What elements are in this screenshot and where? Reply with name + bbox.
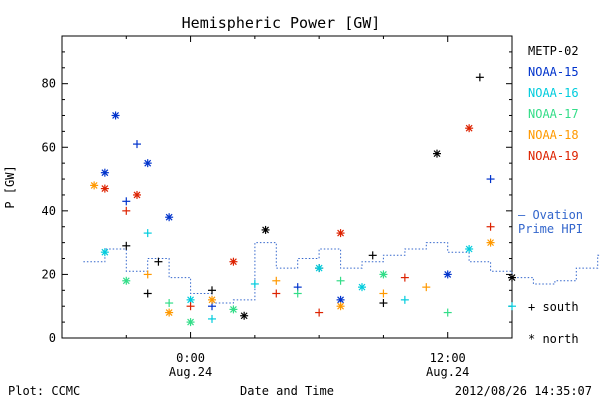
axis-layer: 0204060800:00Aug.2412:00Aug.240:00Aug.25… — [42, 35, 513, 379]
noaa-18-south-point — [272, 276, 281, 285]
noaa-19-south-point — [186, 302, 195, 311]
noaa-19-north-point — [133, 190, 141, 199]
footer-timestamp: 2012/08/26 14:35:07 — [455, 384, 592, 398]
metp-02-north-point — [433, 149, 441, 158]
noaa-16-north-point — [186, 295, 195, 304]
noaa-16-north-point — [315, 264, 324, 273]
noaa-15-south-point — [133, 140, 141, 149]
noaa-17-south-point — [165, 299, 174, 308]
noaa-17-south-point — [293, 289, 302, 298]
metp-02-south-point — [143, 289, 152, 298]
legend-entry: METP-02 — [528, 44, 579, 58]
y-tick-label: 0 — [49, 331, 56, 345]
plot-frame — [61, 35, 513, 339]
y-tick-label: 40 — [42, 204, 56, 218]
noaa-15-south-point — [486, 175, 495, 184]
noaa-15-north-point — [336, 295, 345, 304]
noaa-16-south-point — [400, 295, 409, 304]
noaa-16-north-point — [358, 283, 366, 292]
legend-marker-south: + south — [528, 300, 579, 314]
data-marks — [90, 73, 516, 327]
noaa-17-north-point — [229, 305, 238, 314]
metp-02-north-point — [508, 273, 516, 282]
noaa-17-north-point — [122, 276, 131, 285]
noaa-19-north-point — [336, 229, 345, 238]
legend: METP-02 NOAA-15 NOAA-16 NOAA-17 NOAA-18 NOAA-… — [518, 44, 583, 346]
noaa-19-south-point — [315, 308, 324, 317]
noaa-18-north-point — [336, 302, 345, 311]
noaa-18-south-point — [379, 289, 388, 298]
legend-marker-north: * north — [528, 332, 579, 346]
legend-entry: NOAA-15 — [528, 65, 579, 79]
noaa-18-north-point — [90, 181, 99, 190]
noaa-17-south-point — [336, 276, 345, 285]
footer-source: Plot: CCMC — [8, 384, 80, 398]
y-axis-label: P [GW] — [3, 165, 17, 208]
noaa-18-north-point — [165, 308, 174, 317]
noaa-19-south-point — [272, 289, 281, 298]
metp-02-south-point — [368, 251, 377, 260]
noaa-15-north-point — [111, 111, 120, 120]
noaa-15-north-point — [100, 168, 109, 177]
legend-entry: NOAA-18 — [528, 128, 579, 142]
x-tick-date-label: Aug.24 — [426, 365, 469, 379]
metp-02-north-point — [261, 225, 270, 234]
noaa-16-south-point — [208, 314, 216, 323]
noaa-15-north-point — [165, 213, 174, 222]
noaa-18-south-point — [143, 270, 152, 279]
noaa-15-north-point — [143, 159, 152, 168]
noaa-17-south-point — [443, 308, 452, 317]
noaa-17-north-point — [186, 318, 195, 327]
noaa-17-north-point — [379, 270, 388, 279]
metp-02-north-point — [240, 311, 249, 320]
legend-entry: NOAA-17 — [528, 107, 579, 121]
metp-02-south-point — [208, 286, 216, 295]
x-axis-label: Date and Time — [240, 384, 334, 398]
metp-02-south-point — [122, 241, 131, 250]
legend-ovation-label: Prime HPI — [518, 222, 583, 236]
noaa-19-south-point — [486, 222, 495, 231]
noaa-18-north-point — [208, 295, 216, 304]
y-tick-label: 60 — [42, 140, 56, 154]
x-tick-time-label: 0:00 — [176, 351, 205, 365]
noaa-18-south-point — [422, 283, 431, 292]
noaa-15-south-point — [122, 197, 131, 206]
metp-02-south-point — [379, 299, 388, 308]
x-tick-time-label: 12:00 — [430, 351, 466, 365]
noaa-19-south-point — [122, 206, 131, 215]
noaa-16-south-point — [143, 229, 152, 238]
noaa-15-north-point — [443, 270, 452, 279]
legend-entry: NOAA-16 — [528, 86, 579, 100]
noaa-19-north-point — [465, 124, 474, 133]
noaa-18-north-point — [486, 238, 495, 247]
chart-title: Hemispheric Power [GW] — [182, 14, 381, 32]
noaa-16-south-point — [508, 302, 516, 311]
metp-02-south-point — [475, 73, 484, 82]
noaa-19-north-point — [229, 257, 238, 266]
noaa-16-south-point — [250, 279, 259, 288]
x-tick-date-label: Aug.24 — [169, 365, 212, 379]
metp-02-south-point — [154, 257, 163, 266]
legend-entry: NOAA-19 — [528, 149, 579, 163]
noaa-16-north-point — [465, 244, 474, 253]
y-tick-label: 80 — [42, 77, 56, 91]
noaa-16-north-point — [100, 248, 109, 257]
y-tick-label: 20 — [42, 267, 56, 281]
noaa-19-north-point — [100, 184, 109, 193]
noaa-19-south-point — [400, 273, 409, 282]
legend-ovation-label: — Ovation — [518, 208, 583, 222]
